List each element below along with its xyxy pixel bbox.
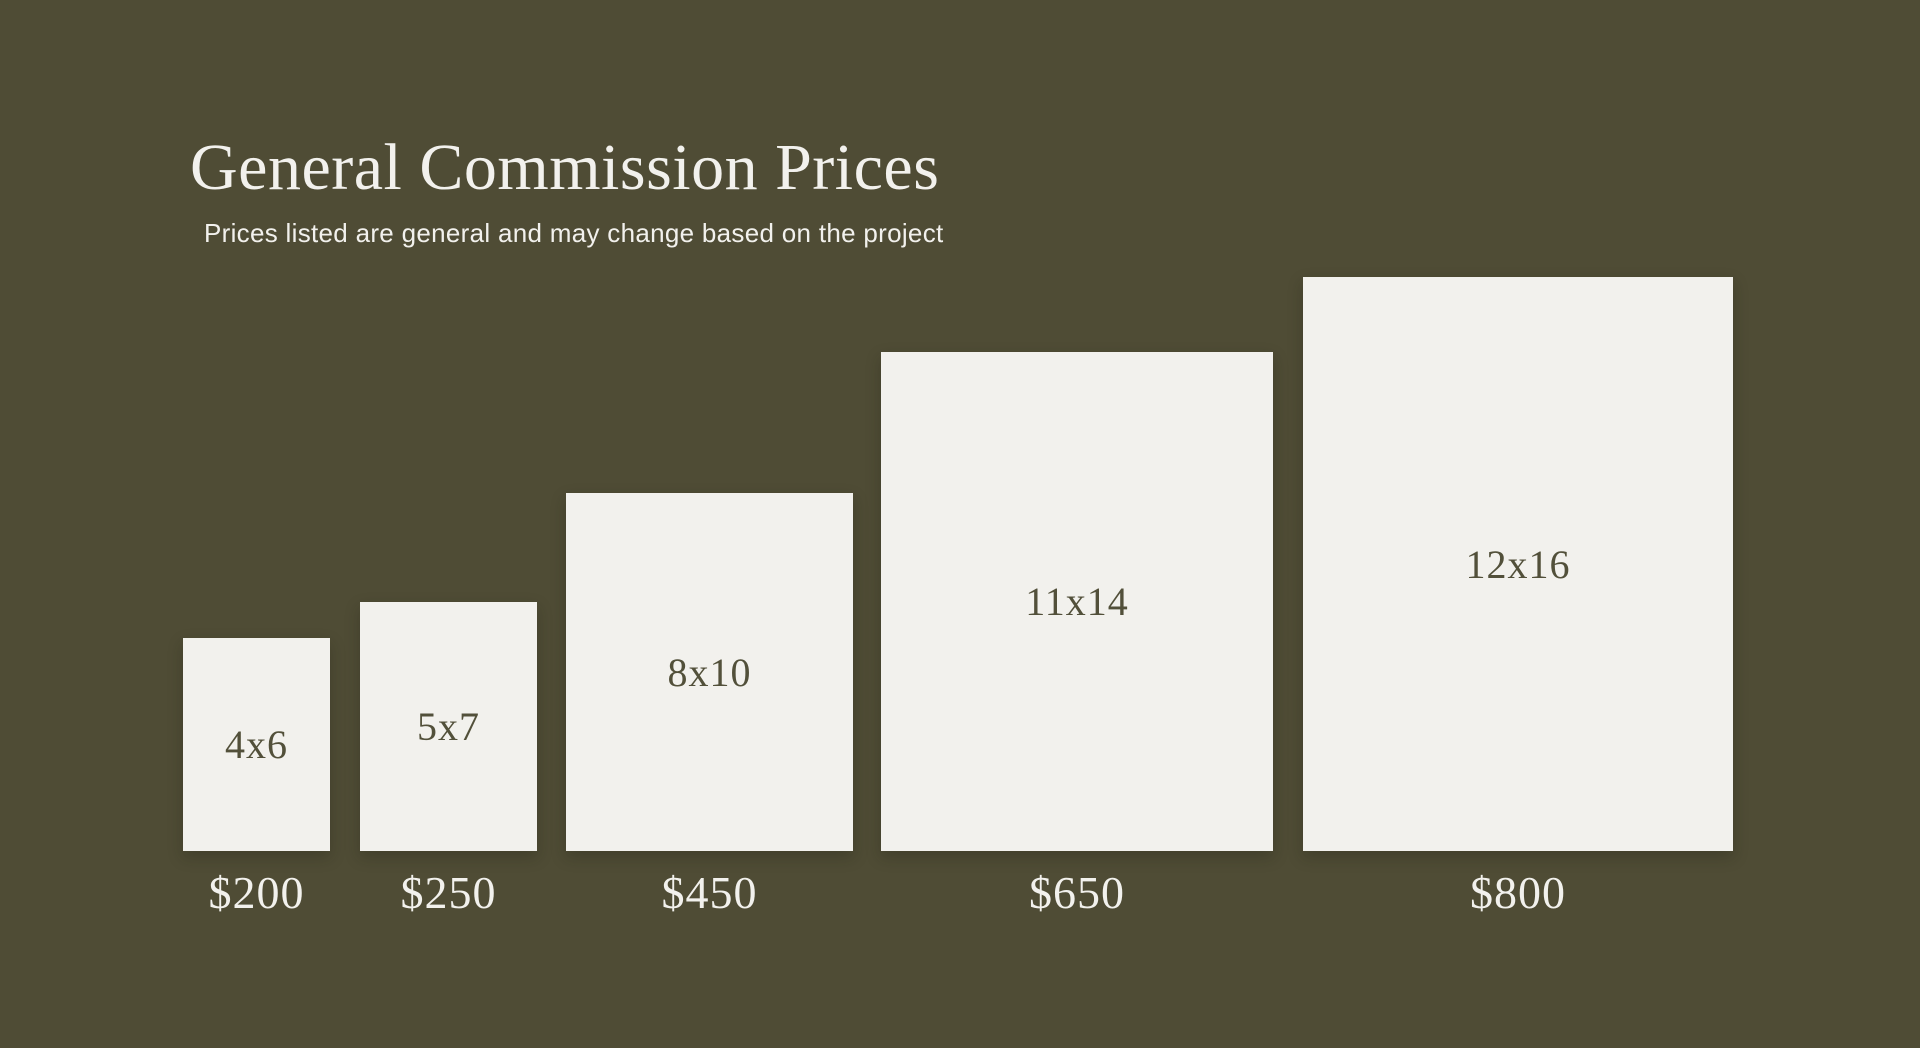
bar-size-label: 12x16	[1465, 541, 1571, 587]
bar-size-label: 11x14	[1025, 579, 1129, 624]
bar-4x6: 4x6	[183, 638, 330, 851]
bar-12x16: 12x16	[1303, 277, 1733, 851]
bar-size-label: 5x7	[417, 704, 480, 749]
bar-5x7: 5x7	[360, 602, 537, 851]
bar-8x10: 8x10	[566, 493, 853, 851]
price-label-5x7: $250	[400, 866, 497, 918]
price-label-11x14: $650	[1029, 866, 1125, 918]
header: General Commission Prices Prices listed …	[190, 128, 944, 250]
price-label-12x16: $800	[1470, 866, 1566, 918]
bar-size-label: 8x10	[667, 649, 752, 695]
page-title: General Commission Prices	[190, 131, 940, 204]
page-subtitle: Prices listed are general and may change…	[204, 218, 944, 249]
price-label-8x10: $450	[661, 866, 758, 918]
bar-11x14: 11x14	[881, 352, 1273, 851]
price-label-4x6: $200	[208, 866, 305, 918]
bar-size-label: 4x6	[225, 722, 288, 767]
